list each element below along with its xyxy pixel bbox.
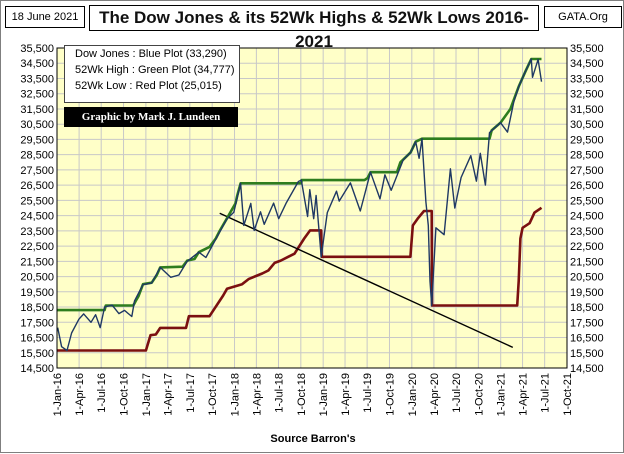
y-tick-label-right: 21,500 — [570, 256, 604, 268]
y-tick-label-right: 34,500 — [570, 58, 604, 70]
y-tick-label-left: 14,500 — [20, 363, 54, 375]
y-tick-label-left: 31,500 — [20, 104, 54, 116]
x-tick-label: 1-Jul-18 — [273, 373, 285, 413]
y-tick-label-right: 24,500 — [570, 211, 604, 223]
y-tick-label-right: 33,500 — [570, 73, 604, 85]
y-tick-label-left: 18,500 — [20, 302, 54, 314]
y-tick-label-right: 15,500 — [570, 348, 604, 360]
header-source: GATA.Org — [544, 6, 622, 28]
y-tick-label-right: 25,500 — [570, 195, 604, 207]
y-tick-labels-right: 14,500 15,500 16,500 17,500 18,500 19,500 20,5… — [570, 43, 604, 375]
y-tick-label-left: 15,500 — [20, 348, 54, 360]
x-tick-label: 1-Jul-20 — [451, 373, 463, 413]
y-tick-label-left: 19,500 — [20, 287, 54, 299]
x-tick-label: 1-Jul-19 — [362, 373, 374, 413]
x-tick-label: 1-Oct-18 — [296, 373, 308, 416]
y-tick-label-right: 17,500 — [570, 317, 604, 329]
y-tick-label-left: 21,500 — [20, 256, 54, 268]
y-tick-label-right: 28,500 — [570, 150, 604, 162]
y-tick-label-left: 25,500 — [20, 195, 54, 207]
y-tick-label-left: 26,500 — [20, 180, 54, 192]
y-tick-label-right: 31,500 — [570, 104, 604, 116]
x-tick-label: 1-Apr-16 — [74, 373, 86, 416]
legend-low: 52Wk Low : Red Plot (25,015) — [75, 80, 222, 92]
legend: Dow Jones : Blue Plot (33,290) 52Wk High… — [64, 45, 240, 103]
x-tick-label: 1-Apr-17 — [163, 373, 175, 416]
x-tick-label: 1-Jul-17 — [185, 373, 197, 413]
x-tick-label: 1-Oct-17 — [207, 373, 219, 416]
y-tick-label-left: 29,500 — [20, 134, 54, 146]
y-tick-label-right: 14,500 — [570, 363, 604, 375]
x-tick-labels: 1-Jan-16 1-Apr-16 1-Jul-16 1-Oct-16 1-Jan-17… — [52, 373, 574, 416]
series-line-dow — [57, 58, 543, 352]
x-tick-label: 1-Apr-18 — [251, 373, 263, 416]
y-tick-label-left: 34,500 — [20, 58, 54, 70]
plot-border — [56, 47, 568, 369]
x-axis-label: Source Barron's — [270, 433, 356, 445]
grid — [56, 47, 568, 369]
y-tick-label-left: 17,500 — [20, 317, 54, 329]
x-tick-label: 1-Apr-19 — [340, 373, 352, 416]
header-date: 18 June 2021 — [5, 6, 85, 28]
x-tick-label: 1-Jul-21 — [540, 373, 552, 413]
x-tick-label: 1-Jan-21 — [496, 373, 508, 416]
y-tick-labels-left: 14,500 15,500 16,500 17,500 18,500 19,500 20,5… — [20, 43, 54, 375]
y-tick-label-right: 32,500 — [570, 89, 604, 101]
x-tick-label: 1-Oct-21 — [562, 373, 574, 416]
x-tick-label: 1-Apr-21 — [518, 373, 530, 416]
x-tick-label: 1-Jan-20 — [407, 373, 419, 416]
x-tick-label: 1-Jan-17 — [141, 373, 153, 416]
y-tick-label-right: 16,500 — [570, 333, 604, 345]
y-tick-label-left: 35,500 — [20, 43, 54, 55]
y-tick-label-right: 20,500 — [570, 272, 604, 284]
y-tick-label-right: 27,500 — [570, 165, 604, 177]
legend-dow: Dow Jones : Blue Plot (33,290) — [75, 48, 227, 60]
y-tick-label-left: 30,500 — [20, 119, 54, 131]
y-tick-label-right: 23,500 — [570, 226, 604, 238]
y-tick-label-left: 32,500 — [20, 89, 54, 101]
series-line-trend — [219, 212, 514, 349]
y-tick-label-right: 30,500 — [570, 119, 604, 131]
y-tick-label-left: 16,500 — [20, 333, 54, 345]
chart-title: The Dow Jones & its 52Wk Highs & 52Wk Lo… — [89, 5, 539, 51]
y-tick-label-right: 26,500 — [570, 180, 604, 192]
x-tick-label: 1-Jul-16 — [96, 373, 108, 413]
y-tick-label-left: 27,500 — [20, 165, 54, 177]
x-tick-label: 1-Jan-18 — [230, 373, 242, 416]
y-tick-label-left: 24,500 — [20, 211, 54, 223]
x-tick-label: 1-Jan-16 — [52, 373, 64, 416]
graphic-credit: Graphic by Mark J. Lundeen — [64, 107, 238, 127]
y-tick-label-right: 35,500 — [570, 43, 604, 55]
y-tick-label-right: 18,500 — [570, 302, 604, 314]
x-tick-label: 1-Apr-20 — [429, 373, 441, 416]
x-tick-label: 1-Oct-16 — [119, 373, 131, 416]
y-tick-label-left: 33,500 — [20, 73, 54, 85]
x-tick-label: 1-Oct-19 — [384, 373, 396, 416]
legend-high: 52Wk High : Green Plot (34,777) — [75, 64, 235, 76]
series-group — [57, 57, 543, 352]
y-tick-label-left: 20,500 — [20, 272, 54, 284]
y-tick-label-right: 22,500 — [570, 241, 604, 253]
y-tick-label-left: 22,500 — [20, 241, 54, 253]
x-tick-label: 1-Oct-20 — [473, 373, 485, 416]
y-tick-label-right: 29,500 — [570, 134, 604, 146]
y-tick-label-left: 28,500 — [20, 150, 54, 162]
y-tick-label-right: 19,500 — [570, 287, 604, 299]
series-line-low — [57, 206, 543, 352]
y-tick-label-left: 23,500 — [20, 226, 54, 238]
x-tick-label: 1-Jan-19 — [318, 373, 330, 416]
